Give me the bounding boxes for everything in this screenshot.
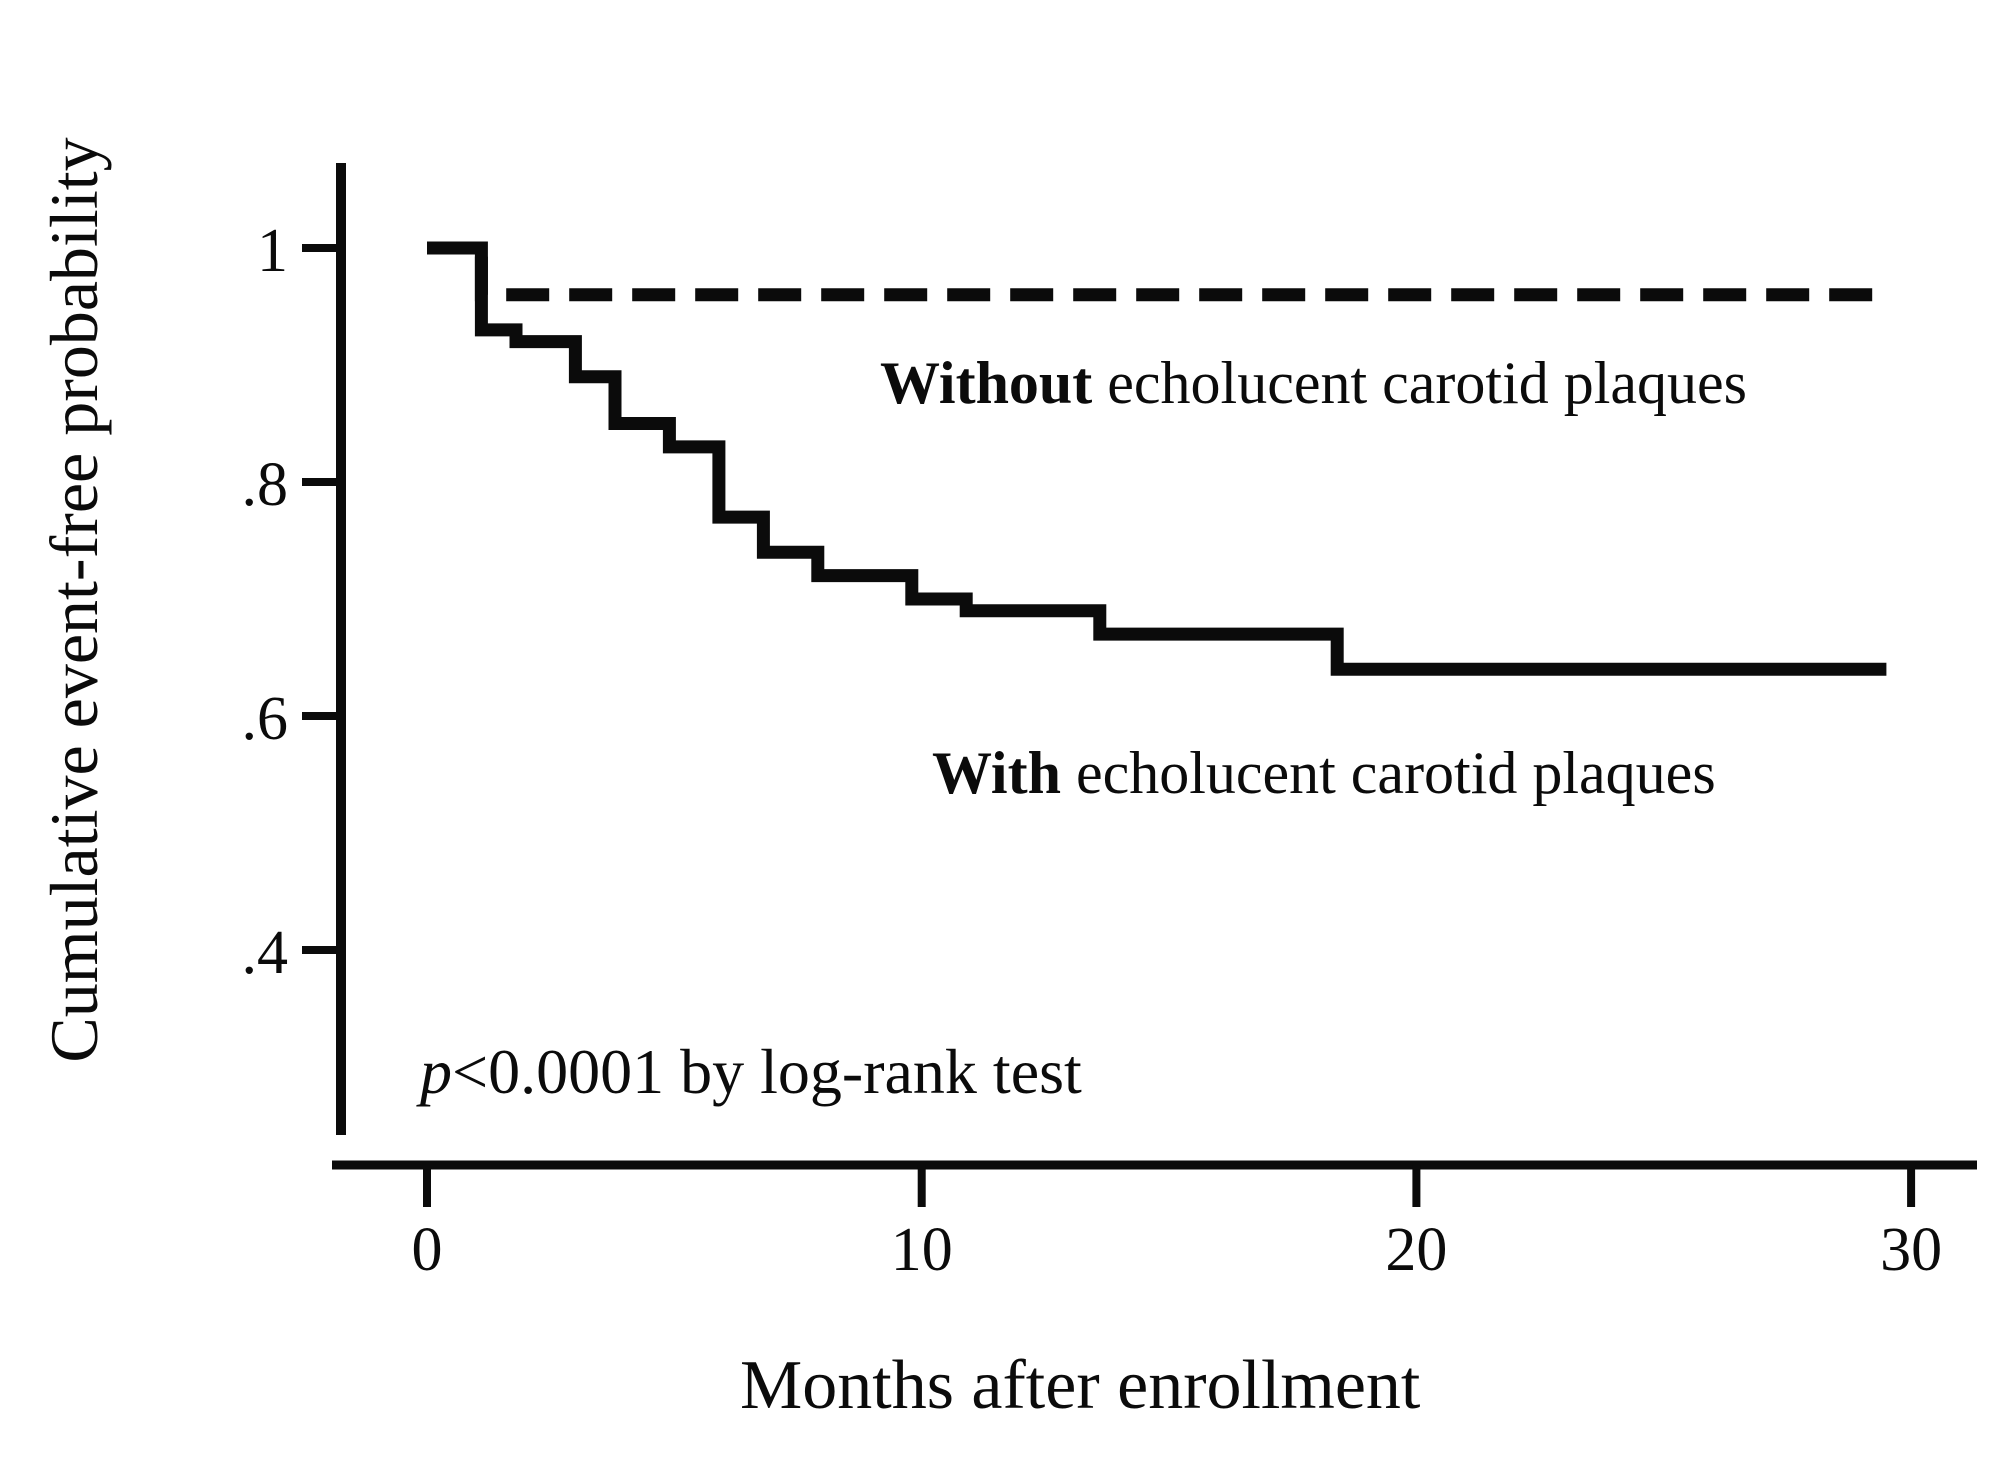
- with-plaques-label: With echolucent carotid plaques: [932, 740, 1716, 806]
- p-value-italic: p: [416, 1036, 452, 1107]
- y-tick-group: 1 .8 .6 .4: [242, 217, 341, 987]
- with-plaques-curve: [427, 241, 1887, 676]
- x-tick-label: 20: [1385, 1216, 1447, 1284]
- with-plaques-label-rest: echolucent carotid plaques: [1061, 740, 1716, 806]
- without-plaques-curve: [427, 241, 1887, 302]
- y-tick-label: .4: [242, 919, 289, 987]
- x-axis-title: Months after enrollment: [740, 1347, 1421, 1424]
- p-value-text: p<0.0001 by log-rank test: [416, 1036, 1082, 1107]
- y-tick-label: 1: [257, 217, 288, 285]
- without-plaques-label-bold: Without: [880, 350, 1092, 416]
- without-plaques-label: Without echolucent carotid plaques: [880, 350, 1747, 416]
- y-axis-title: Cumulative event-free probability: [36, 137, 112, 1062]
- x-tick-group: 0 10 20 30: [412, 1165, 1942, 1284]
- with-plaques-label-bold: With: [932, 740, 1061, 806]
- y-tick-label: .6: [242, 685, 289, 753]
- x-tick-label: 0: [412, 1216, 443, 1284]
- without-plaques-label-rest: echolucent carotid plaques: [1092, 350, 1747, 416]
- p-value-rest: <0.0001 by log-rank test: [452, 1036, 1082, 1107]
- y-tick-label: .8: [242, 451, 289, 519]
- x-tick-label: 10: [891, 1216, 953, 1284]
- x-tick-label: 30: [1880, 1216, 1942, 1284]
